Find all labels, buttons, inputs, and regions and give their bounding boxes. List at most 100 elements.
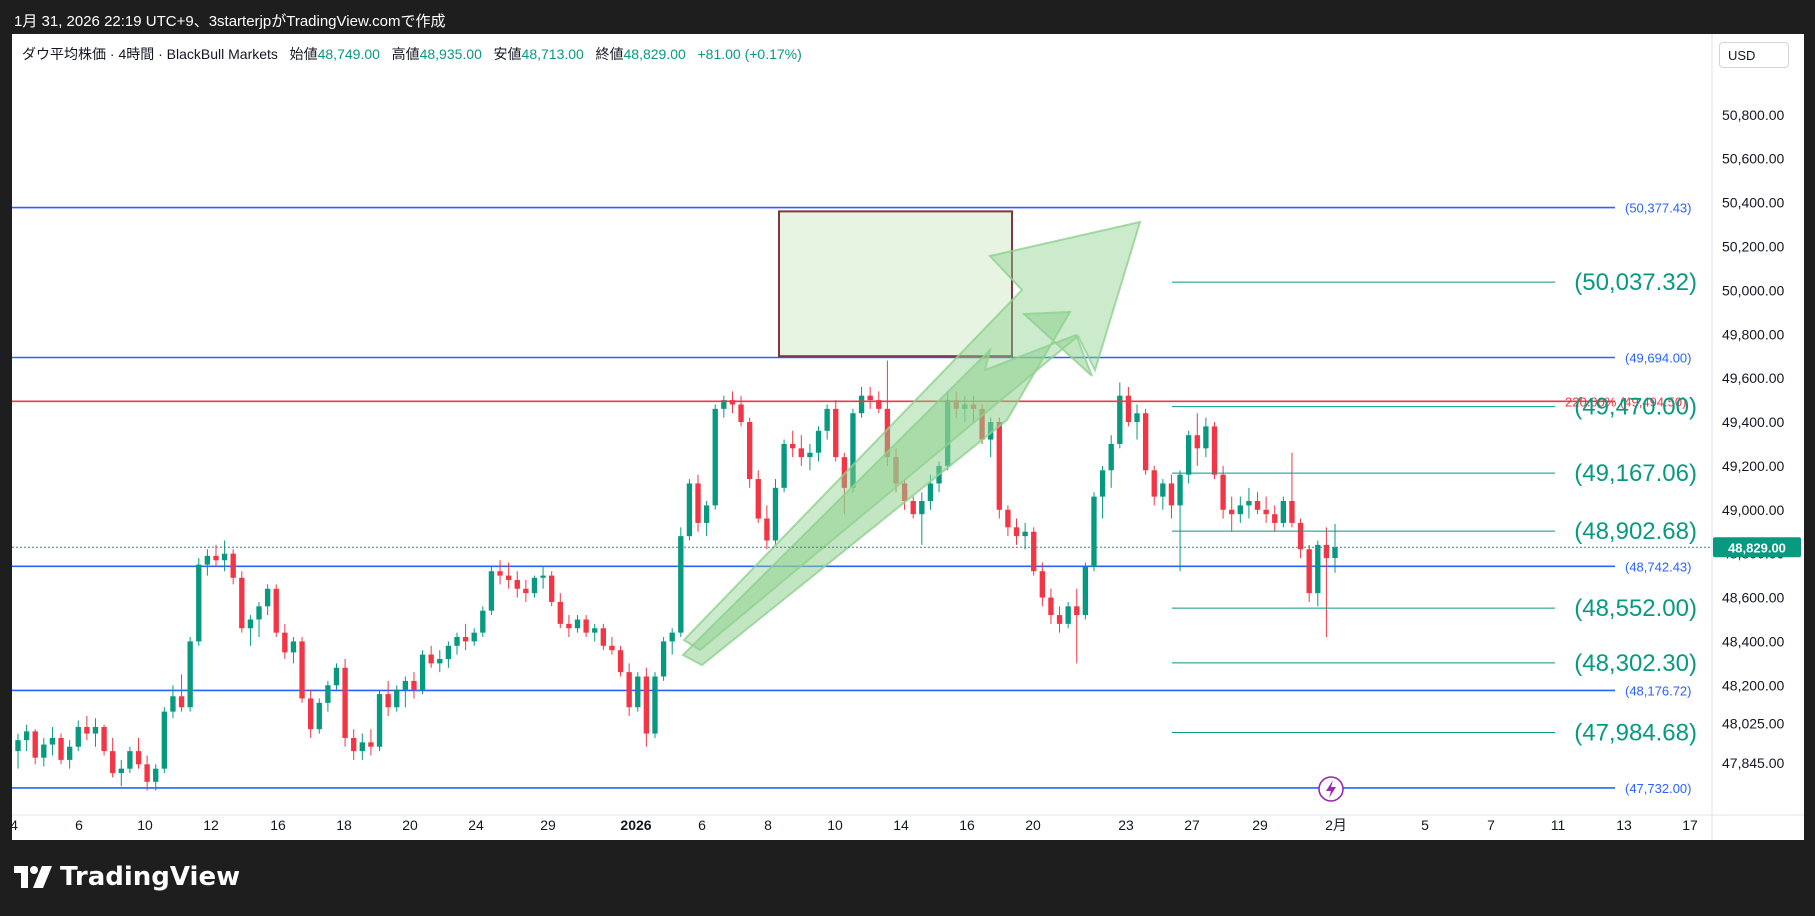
chart-header: ダウ平均株価 · 4時間 · BlackBull Markets 始値48,74… xyxy=(22,44,802,64)
candle-body xyxy=(1220,474,1226,510)
candle-body xyxy=(92,726,99,734)
x-tick-label: 20 xyxy=(402,817,418,833)
x-tick-label: 2月 xyxy=(1325,817,1347,833)
candle-body xyxy=(764,518,770,541)
candle-body xyxy=(686,483,693,537)
x-tick-label: 6 xyxy=(75,817,83,833)
candle-body xyxy=(247,619,254,629)
candle-body xyxy=(1168,483,1175,506)
x-tick-label: 11 xyxy=(1551,817,1566,833)
candle-body xyxy=(411,680,417,690)
fib-level-label: (47,984.68) xyxy=(1574,720,1697,747)
candle-body xyxy=(919,501,925,515)
x-tick-label: 10 xyxy=(827,817,843,833)
candle-body xyxy=(755,479,761,519)
x-tick-label: 27 xyxy=(1184,817,1200,833)
candle-body xyxy=(359,742,365,752)
candle-body xyxy=(635,676,641,708)
y-tick-label: 50,600.00 xyxy=(1722,151,1784,167)
candle-body xyxy=(678,536,684,633)
candle-body xyxy=(1039,571,1046,598)
brand-name: TradingView xyxy=(60,862,241,892)
x-tick-label: 29 xyxy=(540,817,556,833)
candle-body xyxy=(721,400,727,409)
candle-body xyxy=(239,577,245,629)
candle-body xyxy=(583,619,589,633)
candle-body xyxy=(600,628,607,646)
candle-body xyxy=(824,408,830,431)
y-tick-label: 49,400.00 xyxy=(1722,414,1784,430)
candle-body xyxy=(307,698,314,730)
candle-body xyxy=(772,487,779,541)
candle-body xyxy=(153,768,159,782)
candle-body xyxy=(351,737,357,752)
candle-body xyxy=(454,637,460,646)
candle-body xyxy=(738,404,744,423)
candle-body xyxy=(333,667,340,686)
candle-body xyxy=(299,641,305,699)
candle-body xyxy=(531,577,538,594)
x-tick-label: 16 xyxy=(270,817,286,833)
candle-body xyxy=(867,395,873,401)
candle-body xyxy=(221,553,228,561)
level-label: (50,377.43) xyxy=(1625,201,1692,216)
candle-body xyxy=(170,696,176,712)
x-tick-label: 14 xyxy=(893,817,909,833)
candle-body xyxy=(385,694,391,708)
candle-body xyxy=(428,654,434,664)
candle-body xyxy=(368,742,374,747)
candle-body xyxy=(660,641,667,677)
candle-body xyxy=(505,575,512,580)
candle-body xyxy=(161,711,168,769)
x-tick-label: 20 xyxy=(1025,817,1041,833)
candle-body xyxy=(807,452,813,458)
candle-body xyxy=(1246,501,1252,506)
current-price-badge xyxy=(1713,537,1801,558)
symbol-name: ダウ平均株価 · 4時間 · BlackBull Markets xyxy=(22,46,278,62)
candle-body xyxy=(746,422,753,480)
candle-body xyxy=(703,505,710,523)
level-label: (48,176.72) xyxy=(1625,683,1692,698)
y-tick-label: 49,200.00 xyxy=(1722,458,1784,474)
level-label: (48,742.43) xyxy=(1625,559,1692,574)
high-label: 高値 xyxy=(391,46,420,62)
candle-body xyxy=(1254,501,1261,510)
open-label: 始値 xyxy=(289,46,318,62)
candle-body xyxy=(1125,395,1132,423)
candle-body xyxy=(230,553,236,578)
candle-body xyxy=(1237,505,1243,515)
candle-body xyxy=(402,680,409,690)
candle-body xyxy=(58,737,64,760)
candle-body xyxy=(1272,514,1278,523)
candle-body xyxy=(781,443,787,488)
close-value: 48,829.00 xyxy=(623,46,686,62)
change-value: +81.00 (+0.17%) xyxy=(697,46,802,62)
candle-body xyxy=(437,658,443,664)
candle-body xyxy=(15,740,21,752)
x-tick-label: 2026 xyxy=(620,817,651,833)
currency-button[interactable]: USD xyxy=(1719,42,1789,68)
candle-body xyxy=(617,650,624,673)
candle-body xyxy=(1108,443,1114,471)
candle-body xyxy=(445,645,452,659)
tradingview-logo[interactable]: TradingView xyxy=(14,862,240,892)
y-tick-label: 47,845.00 xyxy=(1722,755,1784,771)
tradingview-logo-icon xyxy=(14,866,52,888)
candle-body xyxy=(84,726,90,734)
candle-body xyxy=(127,751,133,769)
candle-body xyxy=(376,694,383,747)
candle-body xyxy=(592,628,598,633)
x-tick-label: 12 xyxy=(203,817,219,833)
footer xyxy=(0,840,1815,916)
lightning-icon-glyph xyxy=(1326,780,1336,798)
candle-body xyxy=(557,601,563,624)
candle-body xyxy=(1048,597,1054,616)
candle-body xyxy=(1194,435,1200,449)
candle-body xyxy=(264,588,271,607)
candle-body xyxy=(1289,501,1295,523)
candle-body xyxy=(1323,544,1330,559)
candle-body xyxy=(290,641,297,653)
candle-body xyxy=(1099,470,1106,497)
x-tick-label: 29 xyxy=(1252,817,1268,833)
